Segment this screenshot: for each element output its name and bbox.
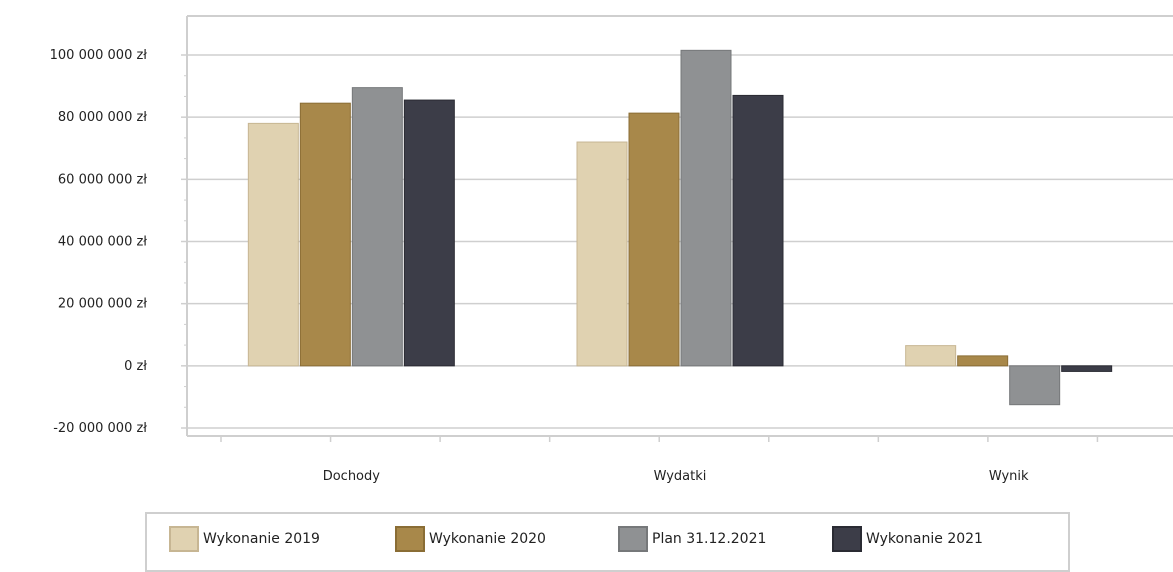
legend-swatch-series-2 (395, 526, 425, 552)
legend-item-series-2: Wykonanie 2020 (395, 526, 546, 552)
y-tick-label: -20 000 000 zł (53, 421, 147, 436)
y-tick-label: 60 000 000 zł (58, 172, 147, 187)
bar (576, 141, 628, 367)
legend-item-series-1: Wykonanie 2019 (169, 526, 320, 552)
legend-label-series-4: Wykonanie 2021 (866, 531, 983, 547)
legend-item-series-4: Wykonanie 2021 (832, 526, 983, 552)
bar (905, 345, 957, 367)
bar (247, 122, 299, 367)
bar (299, 102, 351, 367)
x-tick-label: Wydatki (654, 469, 707, 484)
y-tick-label: 40 000 000 zł (58, 235, 147, 250)
legend-label-series-3: Plan 31.12.2021 (652, 531, 767, 547)
bar (628, 112, 680, 367)
legend-swatch-series-1 (169, 526, 199, 552)
bar (1009, 365, 1061, 406)
bar (680, 49, 732, 367)
legend-label-series-2: Wykonanie 2020 (429, 531, 546, 547)
bar (957, 355, 1009, 367)
y-tick-label: 0 zł (124, 359, 147, 374)
bar (351, 87, 403, 367)
y-tick-label: 100 000 000 zł (50, 48, 148, 63)
legend-swatch-series-3 (618, 526, 648, 552)
legend-swatch-series-4 (832, 526, 862, 552)
chart-legend: Wykonanie 2019 Wykonanie 2020 Plan 31.12… (145, 512, 1070, 572)
legend-label-series-1: Wykonanie 2019 (203, 531, 320, 547)
bar-chart: 100 000 000 zł 80 000 000 zł 60 000 000 zł… (50, 15, 1173, 484)
x-tick-label: Wynik (989, 469, 1029, 484)
x-tick-label: Dochody (323, 469, 381, 484)
bar (403, 99, 455, 367)
y-tick-label: 20 000 000 zł (58, 297, 147, 312)
y-tick-label: 80 000 000 zł (58, 110, 147, 125)
bar (1061, 365, 1113, 372)
legend-item-series-3: Plan 31.12.2021 (618, 526, 766, 552)
bar (732, 94, 784, 367)
